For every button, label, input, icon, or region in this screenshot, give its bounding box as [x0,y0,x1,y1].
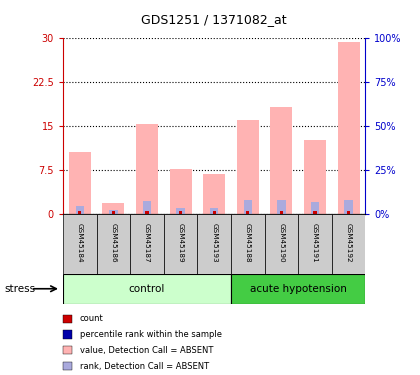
Text: control: control [129,284,165,294]
Bar [213,211,216,214]
Bar [112,211,115,214]
Text: GSM45188: GSM45188 [245,223,251,262]
Bar [313,211,317,214]
Text: percentile rank within the sample: percentile rank within the sample [80,330,222,339]
Bar [280,211,283,214]
Bar [145,211,149,214]
FancyBboxPatch shape [231,274,365,304]
FancyBboxPatch shape [298,214,332,274]
Text: stress: stress [4,284,35,294]
FancyBboxPatch shape [130,214,164,274]
Bar [179,211,182,214]
Text: GSM45190: GSM45190 [278,223,284,262]
Text: GSM45191: GSM45191 [312,223,318,262]
Text: GSM45192: GSM45192 [346,223,352,262]
Bar [170,169,192,214]
Text: GSM45193: GSM45193 [211,223,217,262]
FancyBboxPatch shape [63,214,97,274]
Bar [237,120,259,214]
Text: GSM45187: GSM45187 [144,223,150,262]
Bar [344,200,353,214]
Bar [210,209,218,214]
Bar [109,210,118,214]
Bar [176,208,185,214]
FancyBboxPatch shape [164,214,197,274]
Text: GSM45189: GSM45189 [178,223,184,262]
FancyBboxPatch shape [197,214,231,274]
Bar [203,174,225,214]
Bar [78,211,81,214]
Text: GSM45186: GSM45186 [110,223,116,262]
Bar [246,211,249,214]
FancyBboxPatch shape [231,214,265,274]
FancyBboxPatch shape [63,274,231,304]
Text: acute hypotension: acute hypotension [250,284,346,294]
Bar [143,201,151,214]
FancyBboxPatch shape [265,214,298,274]
Bar [277,200,286,214]
Bar [102,203,124,214]
Text: count: count [80,314,104,323]
Bar [338,42,360,214]
Bar [270,107,292,214]
Bar [76,206,84,214]
Bar [311,202,319,214]
Bar [69,152,91,214]
Bar [244,200,252,214]
Bar [347,211,350,214]
FancyBboxPatch shape [97,214,130,274]
Bar [304,140,326,214]
FancyBboxPatch shape [332,214,365,274]
Bar [136,124,158,214]
Text: value, Detection Call = ABSENT: value, Detection Call = ABSENT [80,346,213,355]
Text: GDS1251 / 1371082_at: GDS1251 / 1371082_at [142,13,287,26]
Text: GSM45184: GSM45184 [77,223,83,262]
Text: rank, Detection Call = ABSENT: rank, Detection Call = ABSENT [80,362,209,370]
